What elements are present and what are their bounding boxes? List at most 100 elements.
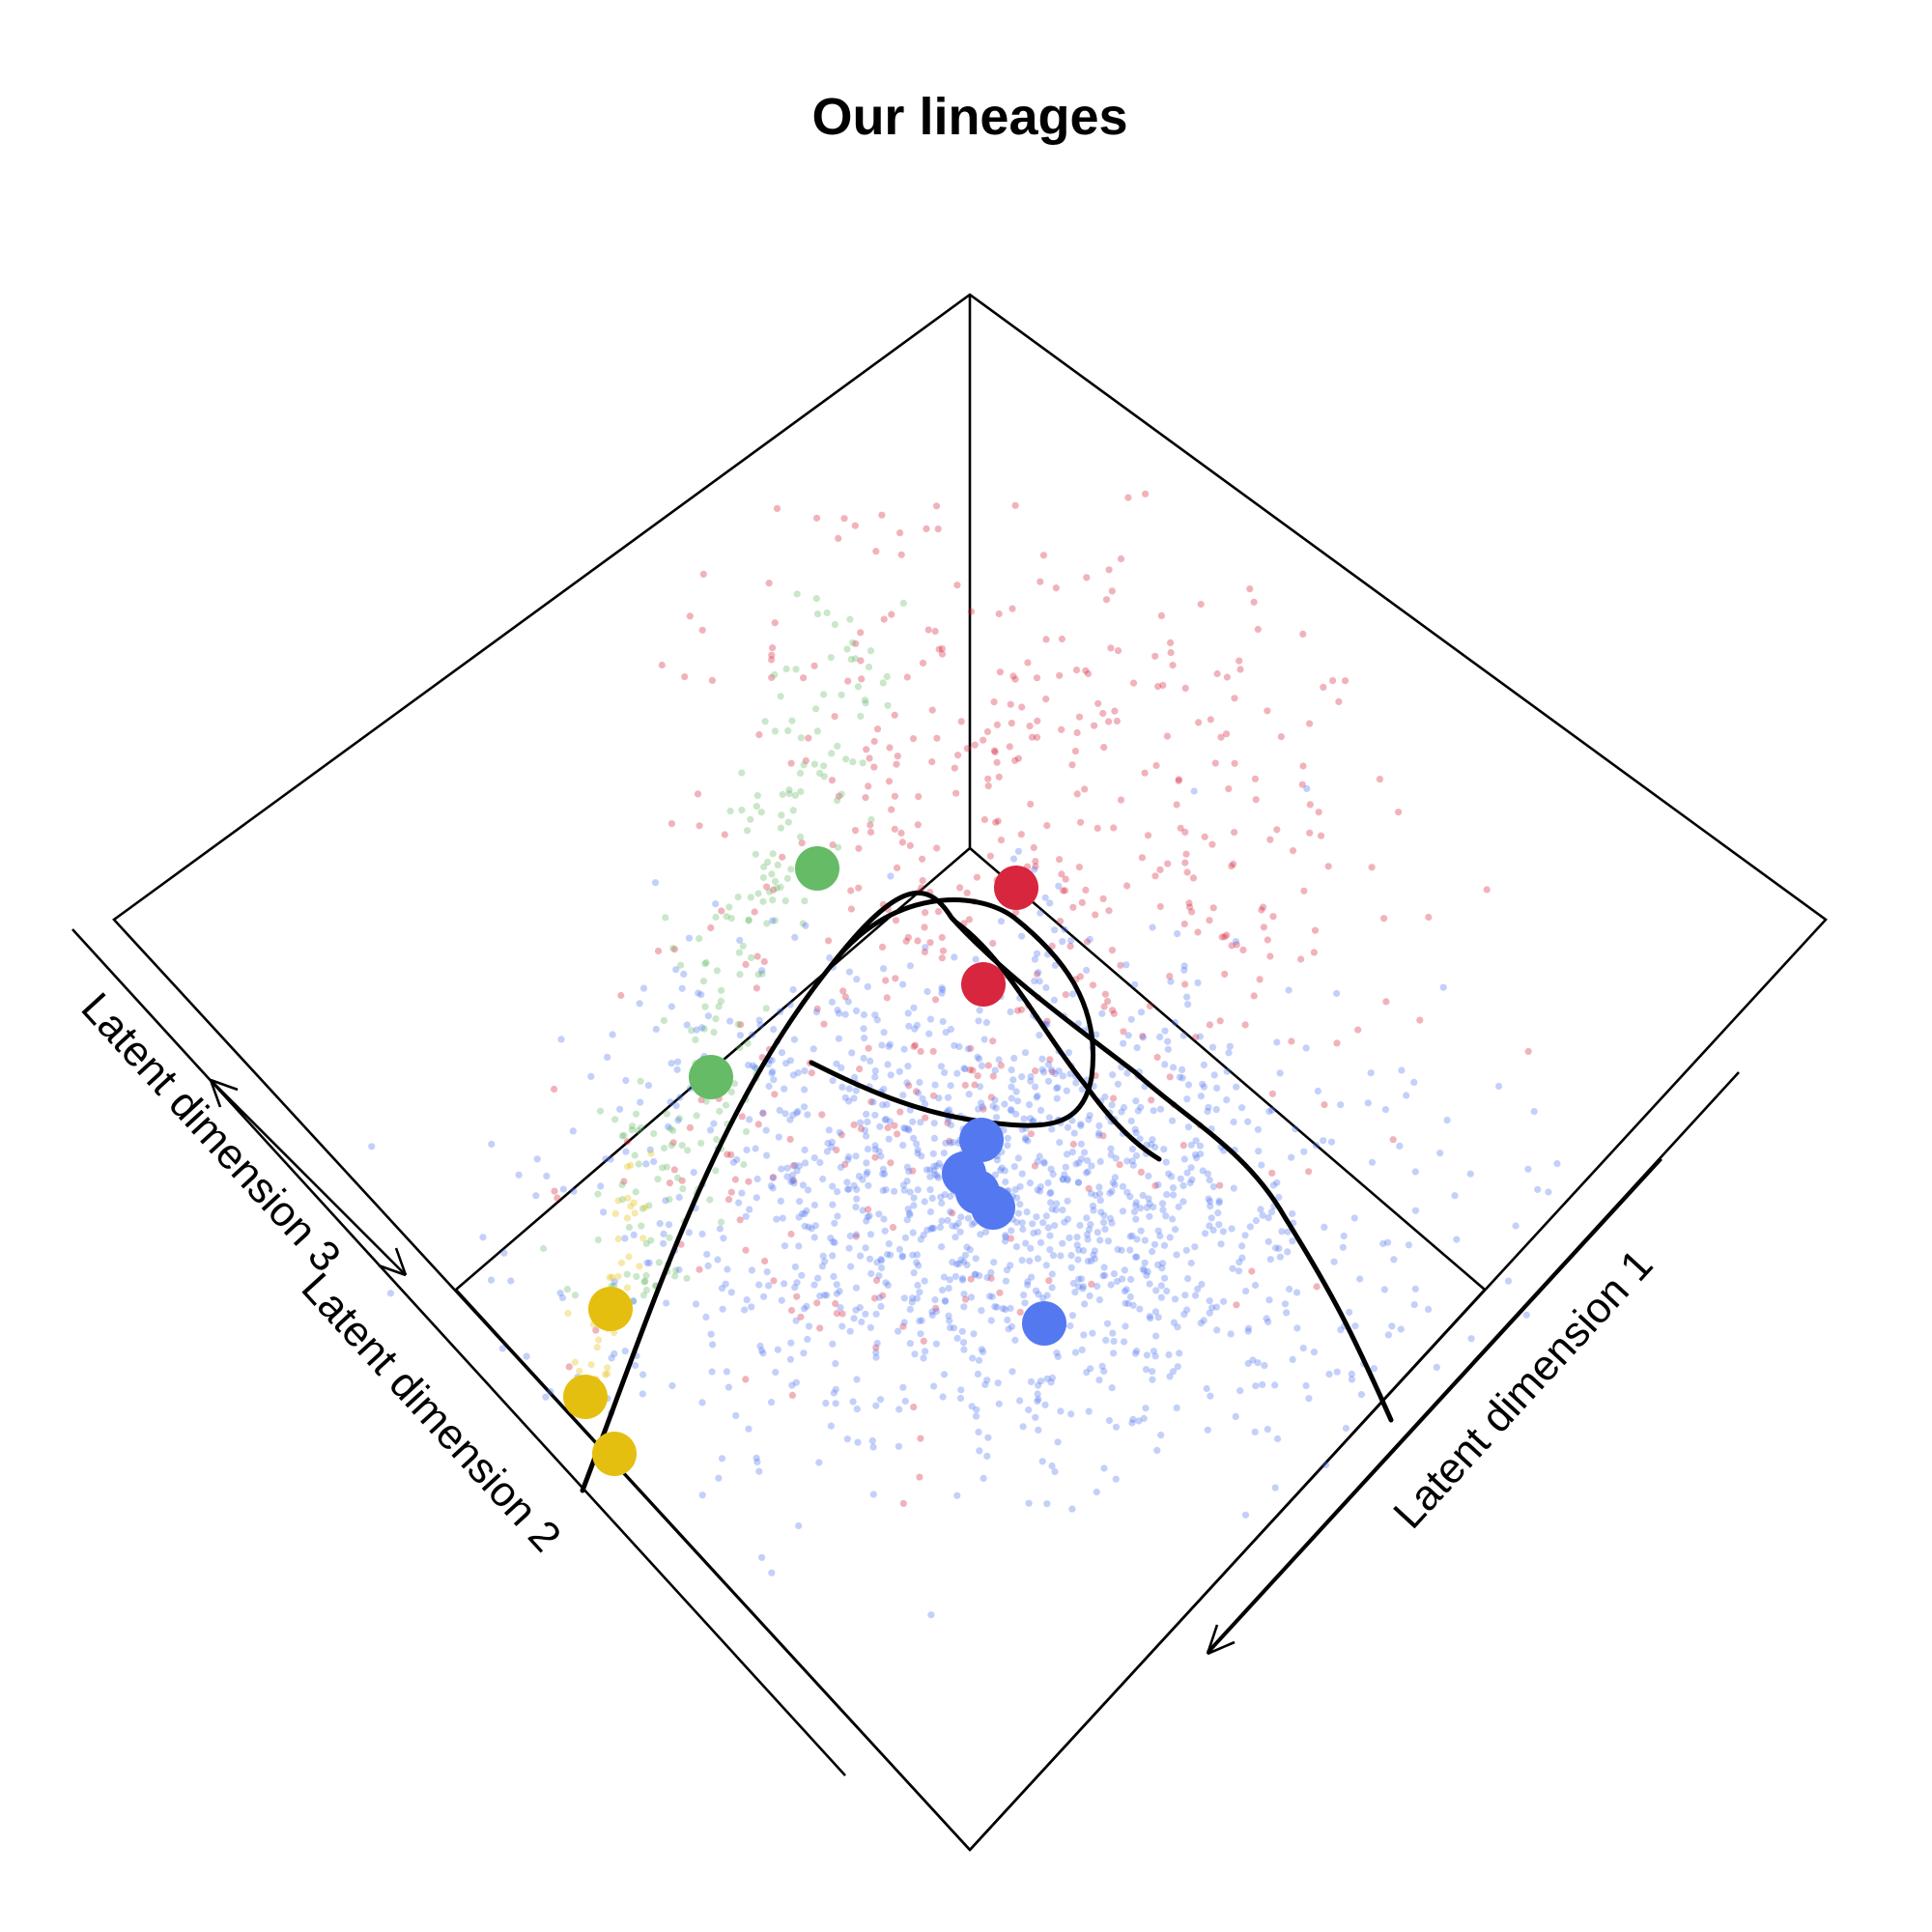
- blue-cell-point: [698, 1399, 706, 1406]
- blue-cell-point: [913, 1294, 922, 1302]
- blue-cell-point: [805, 1322, 813, 1330]
- blue-cell-point: [782, 1060, 790, 1067]
- red-cell-point: [1085, 1184, 1093, 1192]
- blue-cell-point: [1075, 1283, 1083, 1291]
- blue-cell-point: [778, 1165, 785, 1173]
- blue-cell-point: [1035, 1395, 1042, 1404]
- red-cell-point: [878, 511, 886, 519]
- blue-cell-point: [826, 954, 834, 962]
- blue-cell-point: [879, 1165, 888, 1173]
- green-cell-point: [759, 897, 767, 905]
- red-cell-point: [989, 1072, 997, 1080]
- blue-cell-point: [716, 1225, 724, 1233]
- green-cell-point: [865, 663, 873, 671]
- blue-cell-point: [976, 1447, 983, 1455]
- red-cell-point: [944, 1120, 952, 1127]
- blue-cell-point: [1129, 1301, 1137, 1309]
- blue-cell-point: [611, 1350, 618, 1357]
- blue-cell-point: [1348, 1370, 1355, 1378]
- blue-cell-point: [1031, 978, 1038, 985]
- green-cell-point: [754, 890, 762, 897]
- blue-cell-point: [879, 1186, 887, 1195]
- blue-cell-point: [1110, 1270, 1118, 1278]
- blue-cell-point: [971, 1270, 979, 1278]
- blue-cell-point: [1133, 1348, 1141, 1355]
- blue-cell-point: [1143, 1271, 1151, 1279]
- blue-cell-point: [651, 879, 660, 887]
- red-cell-point: [1223, 673, 1231, 681]
- red-cell-point: [773, 504, 781, 513]
- blue-cell-point: [1213, 1084, 1221, 1092]
- blue-cell-point: [1124, 1299, 1132, 1308]
- red-cell-point: [838, 1131, 846, 1139]
- blue-cell-point: [905, 1022, 913, 1030]
- blue-cell-point: [1069, 1279, 1077, 1288]
- red-cell-point: [841, 993, 849, 1001]
- blue-cell-point: [1082, 1169, 1091, 1177]
- red-cell-point: [1389, 1136, 1397, 1144]
- red-cell-point: [855, 884, 863, 892]
- blue-cell-point: [830, 1389, 838, 1397]
- red-cell-point: [915, 793, 923, 801]
- red-cell-point: [787, 1306, 796, 1315]
- blue-cell-point: [991, 1096, 999, 1104]
- blue-cell-point: [674, 1058, 682, 1065]
- blue-cell-point: [930, 1134, 939, 1142]
- red-cell-point: [1117, 554, 1125, 563]
- blue-cell-point: [1337, 1326, 1345, 1334]
- blue-cell-point: [1200, 1083, 1208, 1091]
- red-cell-point: [1066, 942, 1074, 951]
- blue-cell-point: [979, 1103, 986, 1111]
- blue-cell-point: [1197, 1151, 1205, 1158]
- blue-cell-point: [862, 1310, 869, 1318]
- red-cell-point: [620, 1178, 628, 1185]
- blue-cell-point: [908, 1298, 916, 1306]
- blue-cell-point: [810, 1154, 818, 1162]
- blue-cell-point: [1034, 1186, 1041, 1194]
- blue-cell-point: [1048, 1374, 1056, 1381]
- blue-cell-point: [1133, 1253, 1141, 1261]
- red-cell-point: [727, 1151, 735, 1158]
- blue-cell-point: [616, 1105, 624, 1113]
- blue-cell-point: [1148, 1141, 1155, 1149]
- blue-cell-point: [1013, 1097, 1022, 1105]
- green-cell-point: [744, 827, 752, 835]
- red-cell-point: [997, 1062, 1005, 1069]
- blue-cell-point: [1154, 1314, 1162, 1321]
- blue-cell-point: [729, 1158, 738, 1166]
- red-cell-point: [1105, 718, 1113, 725]
- blue-cell-point: [872, 1353, 880, 1361]
- green-cell-point: [796, 769, 805, 778]
- blue-cell-point: [558, 1293, 567, 1302]
- blue-cell-point: [1196, 1142, 1204, 1150]
- red-cell-point: [1152, 761, 1160, 770]
- blue-cell-point: [827, 1235, 835, 1242]
- blue-cell-point: [1121, 1266, 1128, 1274]
- blue-cell-point: [746, 1206, 753, 1213]
- blue-cell-point: [755, 1467, 763, 1475]
- green-cell-point: [723, 913, 730, 921]
- blue-cell-point: [1172, 1226, 1179, 1234]
- blue-cell-point: [1145, 1172, 1152, 1180]
- blue-cell-point: [846, 1327, 854, 1335]
- blue-cell-point: [802, 922, 810, 929]
- red-cell-point: [898, 838, 907, 846]
- blue-cell-point: [1087, 1189, 1095, 1197]
- blue-cell-point: [985, 1293, 994, 1300]
- blue-cell-point: [1126, 1293, 1134, 1301]
- blue-cell-point: [793, 1279, 801, 1287]
- red-cell-point: [938, 650, 947, 658]
- blue-cell-point: [1039, 1294, 1047, 1302]
- blue-cell-point: [1112, 1154, 1120, 1162]
- blue-cell-point: [960, 1065, 968, 1072]
- red-cell-point: [939, 947, 948, 954]
- blue-cell-point: [1152, 1332, 1160, 1340]
- red-cell-point: [909, 1167, 917, 1175]
- red-cell-point: [753, 952, 761, 960]
- red-cell-point: [1213, 669, 1221, 678]
- blue-cell-point: [837, 1163, 845, 1171]
- blue-cell-point: [864, 1168, 871, 1176]
- blue-cell-point: [1203, 1384, 1210, 1393]
- green-cell-point: [799, 920, 807, 927]
- blue-cell-point: [685, 934, 694, 942]
